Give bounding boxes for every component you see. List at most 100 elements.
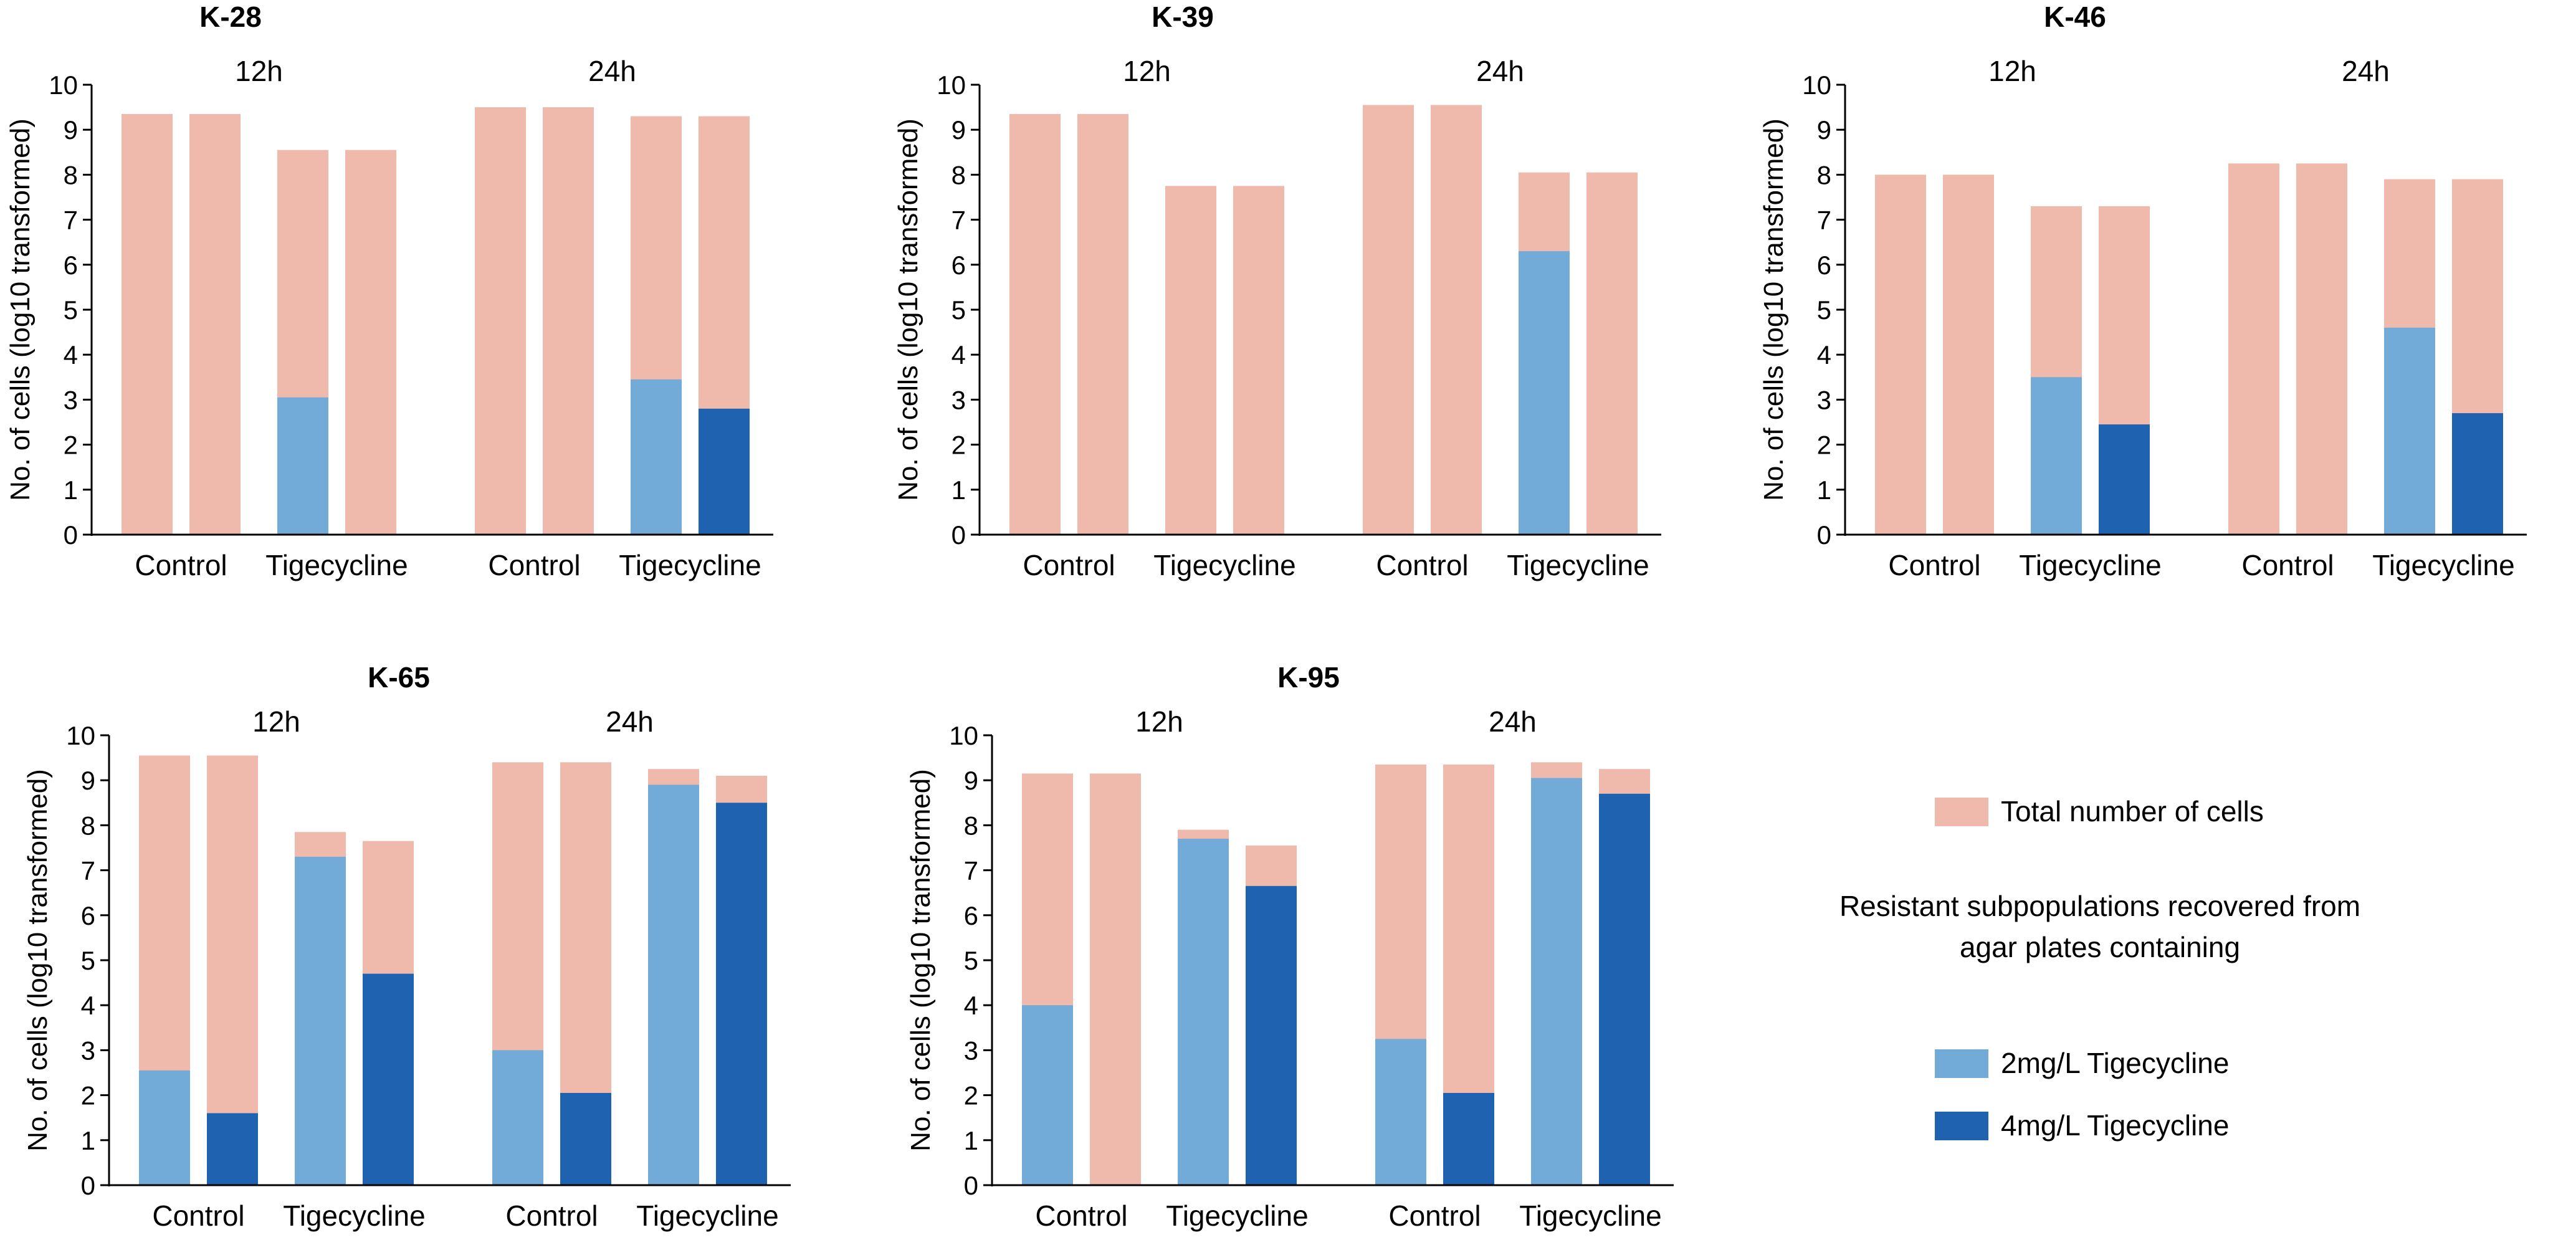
y-tick-label: 2: [1817, 431, 1831, 460]
bar-total-2: [1090, 773, 1141, 1185]
bar-total-4: [1233, 186, 1284, 535]
bar-resistant-8: [2452, 413, 2503, 535]
legend-label-2mg: 2mg/L Tigecycline: [2001, 1047, 2229, 1079]
bar-resistant-6: [560, 1092, 611, 1185]
bar-resistant-4: [363, 973, 414, 1185]
y-tick-label: 4: [952, 340, 966, 370]
legend: Total number of cells Resistant subpopul…: [1839, 795, 2360, 1142]
bar-resistant-8: [1599, 793, 1650, 1185]
x-group-label: Tigecycline: [619, 549, 761, 581]
time-label: 24h: [606, 705, 654, 738]
x-group-label: Control: [152, 1199, 244, 1232]
x-group-label: Tigecycline: [2372, 549, 2514, 581]
x-group-label: Control: [1388, 1199, 1481, 1232]
y-tick-label: 8: [64, 160, 78, 189]
x-group-label: Control: [1888, 549, 1980, 581]
x-group-label: Control: [505, 1199, 598, 1232]
bar-total-5: [2228, 163, 2279, 535]
bar-total-2: [189, 113, 241, 535]
bar-resistant-4: [1246, 885, 1297, 1185]
x-group-label: Tigecycline: [2019, 549, 2161, 581]
x-group-label: Tigecycline: [1166, 1199, 1308, 1232]
y-tick-label: 4: [64, 340, 78, 370]
y-tick-label: 9: [81, 766, 95, 795]
time-label: 24h: [1489, 705, 1537, 738]
x-group-label: Control: [1035, 1199, 1127, 1232]
x-group-label: Control: [2241, 549, 2334, 581]
y-tick-label: 2: [81, 1081, 95, 1110]
bar-resistant-6: [1443, 1092, 1494, 1185]
time-label: 12h: [235, 55, 283, 87]
y-tick-label: 5: [81, 946, 95, 975]
y-tick-label: 4: [1817, 340, 1831, 370]
x-group-label: Tigecycline: [265, 549, 408, 581]
bar-resistant-5: [1375, 1039, 1426, 1185]
legend-swatch-total: [1935, 798, 1988, 826]
legend-heading-line2: agar plates containing: [1960, 931, 2240, 963]
y-axis-label: No. of cells (log10 transformed): [905, 769, 936, 1152]
bar-resistant-8: [699, 408, 750, 535]
bar-resistant-7: [1531, 778, 1582, 1185]
y-tick-label: 8: [81, 811, 95, 840]
x-group-label: Control: [1023, 549, 1115, 581]
y-tick-label: 6: [1817, 250, 1831, 280]
x-group-label: Tigecycline: [283, 1199, 425, 1232]
x-group-label: Control: [1376, 549, 1468, 581]
y-tick-label: 1: [964, 1126, 978, 1155]
bar-resistant-8: [716, 803, 767, 1185]
bar-total-1: [1009, 113, 1061, 535]
chart-k-28: K-28 0 1 2 3 4 5 6 7 8 9 10 No. of cells (log10 tran…: [5, 1, 773, 581]
bar-resistant-7: [648, 785, 699, 1185]
y-axis-label: No. of cells (log10 transformed): [893, 118, 923, 501]
y-tick-label: 0: [952, 520, 966, 550]
y-tick-label: 10: [937, 70, 966, 100]
y-tick-label: 3: [64, 385, 78, 414]
legend-heading-line1: Resistant subpopulations recovered from: [1839, 890, 2360, 922]
y-tick-label: 1: [64, 475, 78, 505]
chart-title: K-95: [1277, 661, 1340, 694]
y-tick-label: 0: [964, 1171, 978, 1200]
bar-resistant-1: [139, 1070, 190, 1185]
y-tick-label: 7: [64, 206, 78, 235]
y-tick-label: 0: [1817, 520, 1831, 550]
time-label: 12h: [1988, 55, 2036, 87]
bar-resistant-7: [2384, 327, 2435, 535]
y-tick-label: 9: [64, 115, 78, 145]
bar-total-2: [1077, 113, 1128, 535]
y-tick-label: 4: [81, 991, 95, 1020]
y-tick-label: 6: [64, 250, 78, 280]
bar-resistant-2: [207, 1113, 258, 1185]
y-axis-label: No. of cells (log10 transformed): [5, 118, 36, 501]
bar-resistant-4: [2099, 424, 2150, 535]
chart-title: K-28: [199, 1, 262, 33]
y-tick-label: 9: [1817, 115, 1831, 145]
time-label: 12h: [1123, 55, 1171, 87]
y-tick-label: 1: [1817, 475, 1831, 505]
y-tick-label: 5: [64, 295, 78, 325]
chart-k-65: K-65 0 1 2 3 4 5 6 7 8 9 10 No. of cells (log10 tran…: [22, 661, 791, 1232]
y-tick-label: 1: [81, 1126, 95, 1155]
x-group-label: Control: [488, 549, 580, 581]
y-tick-label: 3: [964, 1036, 978, 1065]
chart-title: K-65: [368, 661, 430, 694]
legend-swatch-4mg: [1935, 1112, 1988, 1140]
bar-total-1: [1875, 174, 1926, 535]
legend-label-total: Total number of cells: [2001, 795, 2264, 827]
chart-k-46: K-46 0 1 2 3 4 5 6 7 8 9 10 No. of cells (log10 tran…: [1758, 1, 2527, 581]
y-tick-label: 10: [66, 721, 95, 750]
y-tick-label: 5: [1817, 295, 1831, 325]
y-tick-label: 6: [81, 901, 95, 930]
y-tick-label: 0: [64, 520, 78, 550]
x-group-label: Tigecycline: [636, 1199, 778, 1232]
bar-total-5: [475, 107, 526, 535]
y-tick-label: 4: [964, 991, 978, 1020]
chart-k-39: K-39 0 1 2 3 4 5 6 7 8 9 10 No. of cells (log10 tran…: [893, 1, 1661, 581]
y-tick-label: 7: [1817, 206, 1831, 235]
x-group-label: Control: [135, 549, 227, 581]
chart-k-95: K-95 0 1 2 3 4 5 6 7 8 9 10 No. of cells (log10 tran…: [905, 661, 1674, 1232]
y-tick-label: 2: [952, 431, 966, 460]
bar-resistant-7: [631, 379, 682, 535]
y-tick-label: 6: [952, 250, 966, 280]
y-tick-label: 7: [964, 856, 978, 885]
bar-total-1: [122, 113, 173, 535]
